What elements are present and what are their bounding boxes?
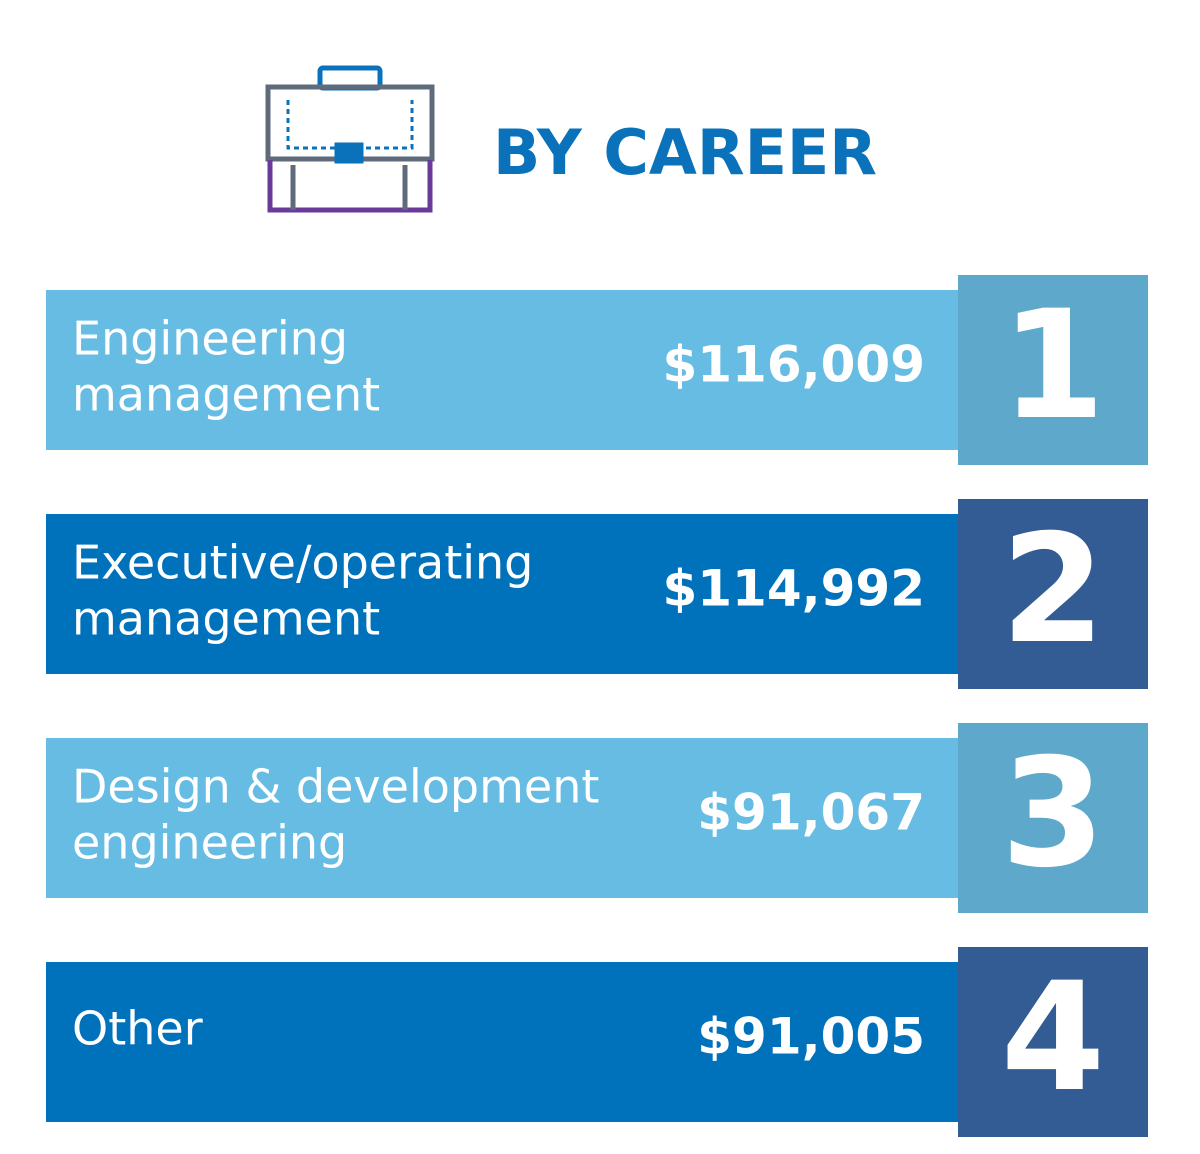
row-value: $114,992: [662, 560, 925, 618]
row-rank: 3: [1001, 727, 1105, 901]
title: BY CAREER: [493, 116, 877, 189]
row-bar: [46, 290, 958, 450]
briefcase-icon: [265, 65, 435, 213]
row-value: $116,009: [662, 336, 925, 394]
row-bar: [46, 738, 958, 898]
row-label: Other: [72, 1002, 203, 1056]
row-label: Design & development: [72, 760, 599, 814]
rank-box: [958, 723, 1148, 913]
row-label: management: [72, 592, 380, 646]
row-value: $91,005: [697, 1008, 925, 1066]
row-rank: 4: [1001, 951, 1105, 1125]
rank-box: [958, 499, 1148, 689]
row-rank: 1: [1001, 279, 1105, 453]
row-value: $91,067: [697, 784, 925, 842]
row-rank: 2: [1001, 503, 1105, 677]
rank-box: [958, 947, 1148, 1137]
row-label: management: [72, 368, 380, 422]
rank-box: [958, 275, 1148, 465]
row-label: engineering: [72, 816, 347, 870]
row-bar: [46, 514, 958, 674]
row-bar: [46, 962, 958, 1122]
row-label: Engineering: [72, 312, 348, 366]
row-label: Executive/operating: [72, 536, 533, 590]
